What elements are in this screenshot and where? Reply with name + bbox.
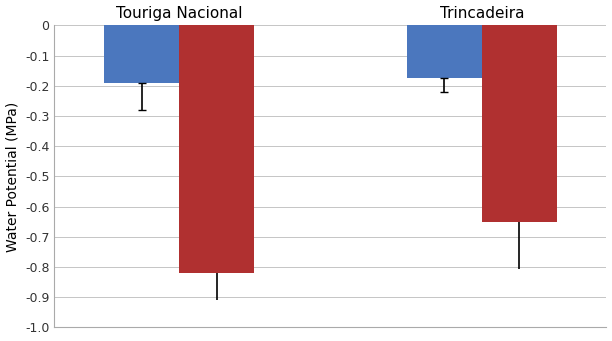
Y-axis label: Water Potential (MPa): Water Potential (MPa)	[6, 101, 20, 252]
Bar	[104, 26, 179, 83]
Bar	[179, 26, 254, 273]
Bar	[482, 26, 556, 222]
Bar	[407, 26, 482, 78]
